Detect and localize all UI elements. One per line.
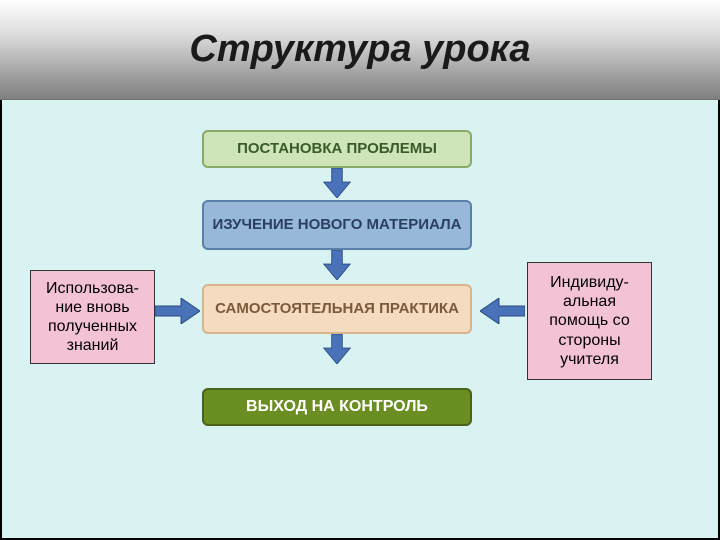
arrow-down-icon xyxy=(322,334,352,364)
arrow-right-icon xyxy=(155,298,200,324)
box-problem: ПОСТАНОВКА ПРОБЛЕМЫ xyxy=(202,130,472,168)
diagram-area: ПОСТАНОВКА ПРОБЛЕМЫ ИЗУЧЕНИЕ НОВОГО МАТЕ… xyxy=(0,100,720,540)
box-control-label: ВЫХОД НА КОНТРОЛЬ xyxy=(246,397,428,416)
box-study-label: ИЗУЧЕНИЕ НОВОГО МАТЕРИАЛА xyxy=(213,216,462,234)
box-left-note: Использова-ние вновь полученных знаний xyxy=(30,270,155,364)
arrow-down-icon xyxy=(322,168,352,198)
title-bar: Структура урока xyxy=(0,0,720,100)
slide: Структура урока ПОСТАНОВКА ПРОБЛЕМЫ ИЗУЧ… xyxy=(0,0,720,540)
box-right-note: Индивиду-альная помощь со стороны учител… xyxy=(527,262,652,380)
box-control: ВЫХОД НА КОНТРОЛЬ xyxy=(202,388,472,426)
box-right-label: Индивиду-альная помощь со стороны учител… xyxy=(534,273,645,369)
box-left-label: Использова-ние вновь полученных знаний xyxy=(37,279,148,356)
arrow-left-icon xyxy=(480,298,525,324)
box-practice: САМОСТОЯТЕЛЬНАЯ ПРАКТИКА xyxy=(202,284,472,334)
box-practice-label: САМОСТОЯТЕЛЬНАЯ ПРАКТИКА xyxy=(215,300,459,318)
box-study: ИЗУЧЕНИЕ НОВОГО МАТЕРИАЛА xyxy=(202,200,472,250)
slide-title: Структура урока xyxy=(189,28,530,71)
arrow-down-icon xyxy=(322,250,352,280)
box-problem-label: ПОСТАНОВКА ПРОБЛЕМЫ xyxy=(237,140,437,158)
